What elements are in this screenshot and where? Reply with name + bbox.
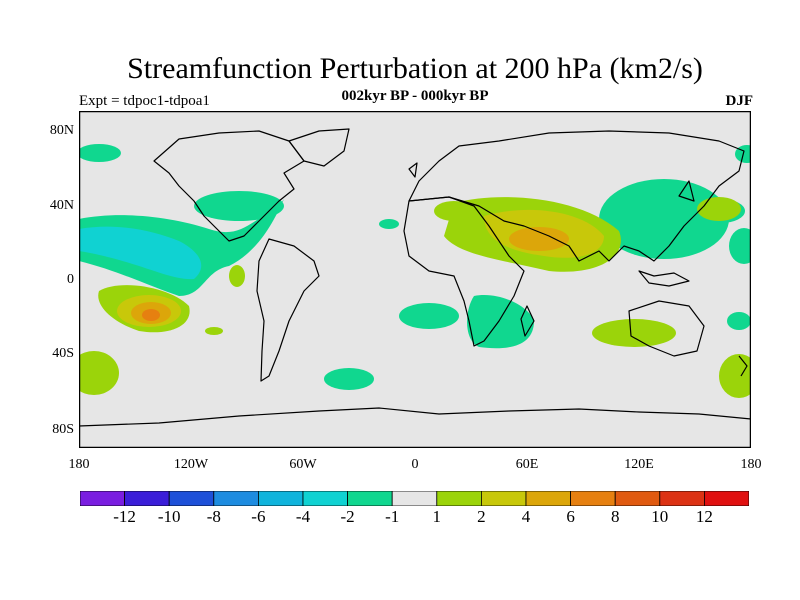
- coastline-eurasia: [408, 130, 745, 262]
- colorbar-label: -10: [157, 507, 181, 526]
- colorbar-swatch: [257, 491, 304, 506]
- coastline-greenland: [288, 128, 350, 167]
- east-asia-positive: [697, 197, 741, 221]
- colorbar-swatch: [168, 491, 215, 506]
- south-africa-negative: [467, 295, 534, 349]
- colorbar-label: -2: [340, 507, 355, 526]
- positive-anomalies: [79, 197, 751, 398]
- arctic-negative-west: [79, 144, 121, 162]
- north-africa-positive: [434, 201, 474, 221]
- pacific-small-positive: [205, 327, 223, 335]
- coastline-africa: [403, 196, 525, 347]
- southern-ocean-negative: [324, 368, 374, 390]
- colorbar-label: -4: [295, 507, 311, 526]
- colorbar-label: 4: [521, 507, 531, 526]
- east-pacific-negative: [729, 228, 751, 264]
- coastline-madagascar: [520, 305, 535, 337]
- south-asia-positive-high: [509, 227, 569, 251]
- colorbar-swatch: [704, 491, 749, 506]
- coastline-indonesia: [638, 270, 690, 287]
- plot-subtitle: 002kyr BP - 000kyr BP: [341, 88, 489, 104]
- colorbar-swatch: [614, 491, 661, 506]
- indian-ocean-positive: [592, 319, 676, 347]
- plot-title: Streamfunction Perturbation at 200 hPa (…: [127, 52, 703, 85]
- atlantic-negative: [379, 219, 399, 229]
- south-pacific-positive-peak: [142, 309, 160, 321]
- colorbar-label: -6: [251, 507, 266, 526]
- colorbar-swatch: [659, 491, 705, 506]
- colorbar-label: 8: [610, 507, 620, 526]
- colorbar-swatch: [302, 491, 348, 506]
- lat-label-40n: 40N: [49, 198, 74, 213]
- colorbar-label: -8: [206, 507, 221, 526]
- southwest-pacific-positive: [79, 351, 119, 395]
- coastline-new-zealand: [738, 355, 748, 377]
- lat-label-80n: 80N: [49, 123, 74, 138]
- colorbar-label: 1: [432, 507, 442, 526]
- colorbar-label: -12: [113, 507, 136, 526]
- colorbar-label: -1: [385, 507, 400, 526]
- lon-label-180-east: 180: [740, 457, 762, 472]
- pacific-negative-core: [79, 226, 202, 280]
- colorbar-label: 2: [477, 507, 486, 526]
- colorbar-swatch: [391, 491, 438, 506]
- lat-label-40s: 40S: [52, 346, 74, 361]
- coastlines: [79, 128, 751, 427]
- colorbar: [80, 491, 749, 506]
- colorbar-swatch: [436, 491, 482, 506]
- tasman-negative: [727, 312, 751, 330]
- colorbar-swatch: [213, 491, 259, 506]
- south-atlantic-negative: [399, 303, 459, 329]
- lon-label-60w: 60W: [289, 457, 317, 472]
- lat-label-0: 0: [67, 272, 74, 287]
- asia-negative: [599, 179, 729, 259]
- equatorial-pacific-positive: [229, 265, 245, 287]
- colorbar-swatch: [124, 491, 170, 506]
- north-america-negative: [194, 191, 284, 221]
- lon-label-60e: 60E: [515, 457, 539, 472]
- coastline-antarctica: [79, 407, 751, 427]
- map-frame: [79, 111, 751, 448]
- colorbar-swatch: [480, 491, 527, 506]
- lat-label-80s: 80S: [52, 422, 74, 437]
- season-label: DJF: [725, 93, 754, 109]
- colorbar-label: 6: [566, 507, 575, 526]
- lon-label-120w: 120W: [173, 457, 209, 472]
- colorbar-label: 12: [695, 507, 713, 526]
- colorbar-label: 10: [651, 507, 669, 526]
- coastline-australia: [628, 300, 705, 357]
- colorbar-swatch: [570, 491, 616, 506]
- colorbar-swatch: [80, 491, 125, 506]
- lon-label-120e: 120E: [624, 457, 654, 472]
- southeast-pacific-positive: [719, 354, 751, 398]
- negative-anomalies: [79, 144, 751, 390]
- coastline-south-america: [256, 238, 320, 382]
- experiment-label: Expt = tdpoc1-tdpoa1: [79, 93, 210, 109]
- coastline-japan: [678, 180, 695, 202]
- lon-label-180-west: 180: [68, 457, 90, 472]
- lon-label-0: 0: [411, 457, 419, 472]
- colorbar-swatch: [525, 491, 571, 506]
- colorbar-swatch: [347, 491, 393, 506]
- streamfunction-map: [79, 111, 751, 448]
- coastline-uk: [408, 162, 418, 178]
